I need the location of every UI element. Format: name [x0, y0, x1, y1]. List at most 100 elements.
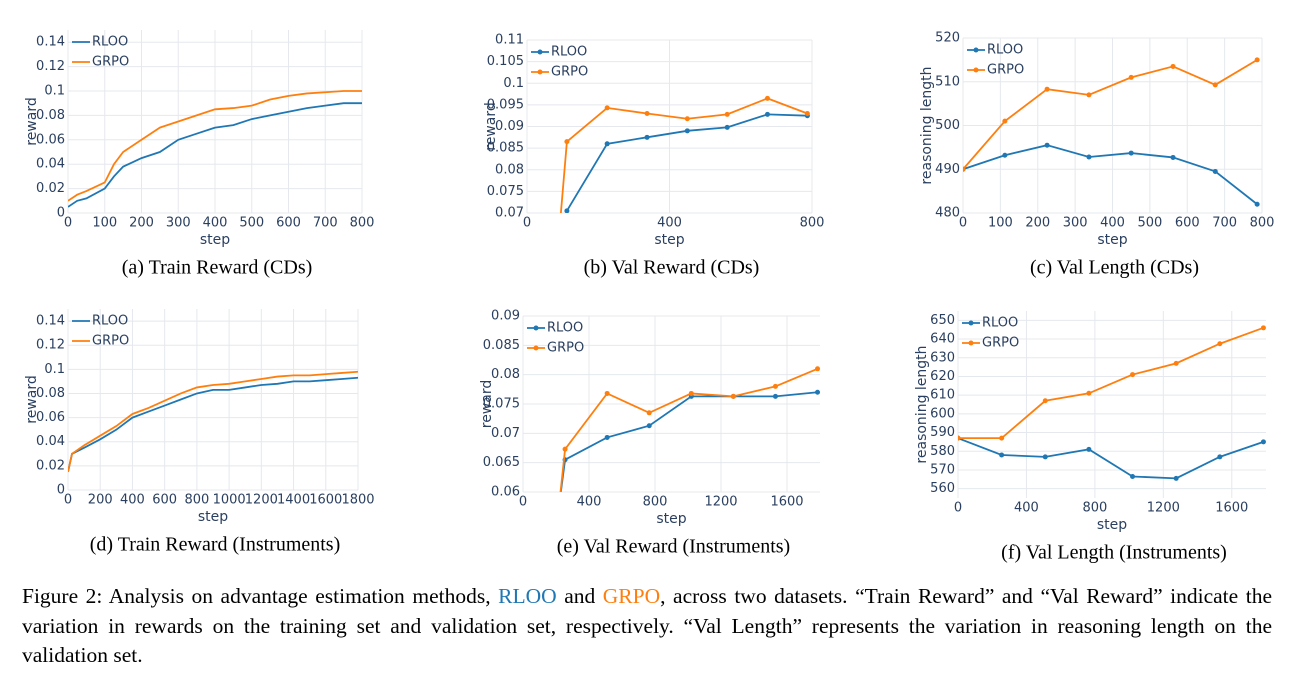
data-point: [1086, 92, 1092, 98]
legend-marker: [533, 325, 539, 331]
series-line: [68, 102, 362, 208]
y-axis-label: reward: [24, 375, 40, 424]
data-point: [1044, 142, 1050, 148]
series-line: [68, 376, 359, 473]
y-tick-label: 0.09: [495, 119, 524, 134]
legend-label: GRPO: [92, 334, 129, 349]
data-point: [604, 390, 610, 396]
data-point: [1086, 390, 1092, 396]
legend-label: GRPO: [987, 63, 1024, 78]
legend-marker: [968, 320, 974, 326]
series-line: [559, 367, 818, 492]
y-tick-label: 610: [930, 388, 955, 403]
x-tick-label: 700: [1212, 216, 1237, 231]
y-tick-label: 0: [57, 206, 65, 221]
y-tick-label: 500: [935, 118, 960, 133]
y-tick-label: 0.02: [36, 458, 65, 473]
caption-text: Figure 2: Analysis on advantage estimati…: [22, 584, 499, 608]
x-tick-label: 400: [657, 216, 682, 231]
y-tick-label: 0.08: [491, 367, 520, 382]
y-tick-label: 640: [930, 332, 955, 347]
legend-marker: [968, 340, 974, 346]
legend-label: RLOO: [982, 316, 1018, 331]
y-tick-label: 0.14: [36, 35, 65, 50]
y-tick-label: 0.04: [36, 157, 65, 172]
y-tick-label: 520: [935, 31, 960, 46]
plot-area: [557, 366, 821, 506]
data-point: [999, 435, 1005, 441]
legend-label: GRPO: [982, 336, 1019, 351]
x-tick-label: 800: [800, 216, 825, 231]
data-point: [963, 166, 966, 172]
y-tick-label: 0.04: [36, 434, 65, 449]
subfigure-title: (c) Val Length (CDs): [1030, 257, 1199, 279]
y-tick-label: 0.075: [487, 184, 524, 199]
x-tick-label: 200: [1025, 216, 1050, 231]
data-point: [557, 501, 562, 506]
data-point: [772, 393, 778, 399]
caption-text: and: [556, 584, 603, 608]
x-tick-label: 800: [1082, 501, 1107, 516]
x-tick-label: 800: [184, 493, 209, 508]
data-point: [564, 139, 570, 145]
subfigure-title: (d) Train Reward (Instruments): [90, 534, 341, 556]
x-tick-label: 100: [92, 216, 117, 231]
data-point: [1128, 74, 1134, 80]
data-point: [1212, 82, 1218, 88]
data-point: [804, 111, 810, 117]
x-axis-label: step: [656, 511, 686, 527]
data-point: [815, 366, 821, 372]
data-point: [646, 410, 652, 416]
x-axis-label: step: [1097, 517, 1127, 533]
plot-area: [68, 90, 362, 208]
series-line: [963, 59, 1258, 170]
x-tick-label: 500: [239, 216, 264, 231]
plot-area: [68, 370, 359, 473]
x-axis-label: step: [1097, 232, 1127, 248]
data-point: [1002, 152, 1008, 158]
y-tick-label: 0.12: [36, 59, 65, 74]
data-point: [764, 95, 770, 101]
y-tick-label: 0.11: [495, 33, 524, 48]
y-tick-label: 0.085: [487, 141, 524, 156]
subfigure-title: (f) Val Length (Instruments): [1001, 542, 1227, 564]
data-point: [1170, 63, 1176, 69]
data-point: [1170, 154, 1176, 160]
legend-label: RLOO: [987, 43, 1023, 58]
data-point: [1254, 201, 1260, 207]
x-tick-label: 1600: [770, 495, 803, 510]
data-point: [1173, 360, 1179, 366]
data-point: [1217, 341, 1223, 347]
x-tick-label: 0: [519, 495, 527, 510]
series-line: [68, 370, 359, 473]
y-axis-label: reasoning length: [919, 66, 935, 184]
x-tick-label: 1200: [704, 495, 737, 510]
x-tick-label: 800: [643, 495, 668, 510]
y-tick-label: 0.09: [491, 309, 520, 324]
y-tick-label: 0.065: [483, 455, 520, 470]
plot-area: [958, 325, 1266, 481]
x-tick-label: 600: [1175, 216, 1200, 231]
data-point: [1260, 439, 1266, 445]
y-tick-label: 590: [930, 425, 955, 440]
x-tick-label: 0: [959, 216, 967, 231]
legend-marker: [537, 49, 543, 55]
y-axis-label: reward: [483, 102, 499, 151]
y-tick-label: 600: [930, 406, 955, 421]
x-axis-label: step: [200, 232, 230, 248]
legend-marker: [533, 345, 539, 351]
legend-marker: [973, 67, 979, 73]
data-point: [1254, 57, 1260, 63]
y-tick-label: 0.075: [483, 397, 520, 412]
plot-area: [963, 57, 1260, 207]
data-point: [999, 452, 1005, 458]
x-tick-label: 400: [577, 495, 602, 510]
legend-label: RLOO: [551, 45, 587, 60]
data-point: [1173, 475, 1179, 481]
y-tick-label: 0.095: [487, 97, 524, 112]
y-tick-label: 0.1: [44, 84, 65, 99]
y-tick-label: 580: [930, 444, 955, 459]
data-point: [684, 116, 690, 122]
data-point: [1002, 118, 1008, 124]
